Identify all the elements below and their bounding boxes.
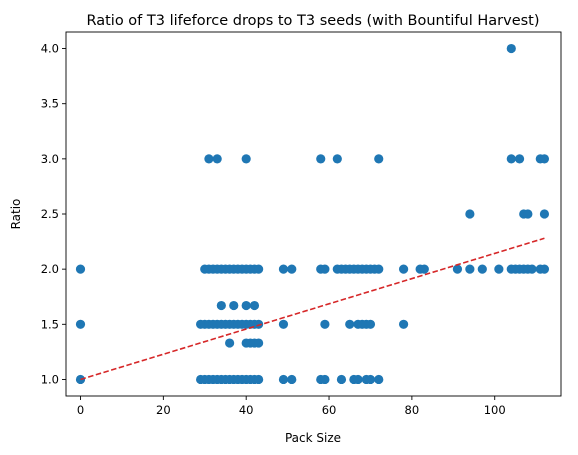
scatter-point xyxy=(75,264,86,274)
scatter-point xyxy=(539,209,550,219)
scatter-point xyxy=(254,319,264,329)
x-tick-label: 60 xyxy=(322,403,337,417)
y-tick-label: 1.0 xyxy=(41,372,59,386)
plot-marks xyxy=(75,43,550,385)
scatter-point xyxy=(477,264,487,274)
scatter-point xyxy=(254,264,264,274)
chart-title: Ratio of T3 lifeforce drops to T3 seeds … xyxy=(86,13,539,29)
scatter-point xyxy=(514,154,525,164)
scatter-point xyxy=(523,209,533,219)
scatter-point xyxy=(494,264,504,274)
y-tick-label: 2.0 xyxy=(41,262,59,276)
y-tick-label: 3.0 xyxy=(41,152,59,166)
scatter-point xyxy=(287,264,297,274)
scatter-point xyxy=(216,300,226,311)
scatter-point xyxy=(465,264,475,274)
scatter-point xyxy=(254,338,264,348)
scatter-point xyxy=(527,264,537,274)
trend-line xyxy=(80,237,545,381)
x-axis-label: Pack Size xyxy=(285,431,341,445)
scatter-point xyxy=(249,300,260,311)
scatter-point xyxy=(374,374,384,385)
x-tick-label: 100 xyxy=(484,403,506,417)
x-tick-label: 80 xyxy=(405,403,420,417)
scatter-point xyxy=(212,154,222,164)
scatter-point xyxy=(539,264,550,274)
scatter-point xyxy=(419,264,429,274)
scatter-point xyxy=(452,264,463,274)
scatter-point xyxy=(539,154,550,164)
scatter-point xyxy=(398,319,409,329)
scatter-point xyxy=(241,300,251,311)
x-tick-label: 40 xyxy=(239,403,254,417)
plot-frame xyxy=(65,31,562,397)
scatter-point xyxy=(278,319,289,329)
scatter-point xyxy=(278,264,289,274)
scatter-point xyxy=(465,209,475,219)
scatter-point xyxy=(204,154,214,164)
scatter-point xyxy=(316,154,326,164)
y-tick-label: 1.5 xyxy=(41,317,59,331)
y-axis-label: Ratio xyxy=(9,199,23,230)
y-tick-label: 4.0 xyxy=(41,42,59,56)
scatter-point xyxy=(225,338,235,348)
scatter-point xyxy=(506,154,516,164)
scatter-point xyxy=(374,264,384,274)
scatter-point xyxy=(365,374,376,385)
scatter-point xyxy=(506,43,516,54)
scatter-point xyxy=(365,319,376,329)
scatter-point xyxy=(336,374,347,385)
y-tick-label: 2.5 xyxy=(41,207,59,221)
scatter-point xyxy=(320,374,330,385)
scatter-point xyxy=(353,374,363,385)
scatter-point xyxy=(345,319,355,329)
x-tick-label: 0 xyxy=(77,403,84,417)
scatter-point xyxy=(278,374,289,385)
scatter-point xyxy=(398,264,409,274)
scatter-point xyxy=(75,319,86,329)
scatter-point xyxy=(374,154,384,164)
scatter-point xyxy=(287,374,297,385)
scatter-point xyxy=(320,264,330,274)
scatter-point xyxy=(320,319,330,329)
scatter-point xyxy=(241,154,251,164)
y-tick-label: 3.5 xyxy=(41,97,59,111)
scatter-point xyxy=(254,374,264,385)
axis-ticks: 0 20 40 60 80 100 1.0 1.5 2.0 2.5 3.0 3.5 4.0 xyxy=(41,42,506,417)
scatter-point xyxy=(229,300,239,311)
scatter-point xyxy=(332,154,342,164)
x-tick-label: 20 xyxy=(156,403,171,417)
